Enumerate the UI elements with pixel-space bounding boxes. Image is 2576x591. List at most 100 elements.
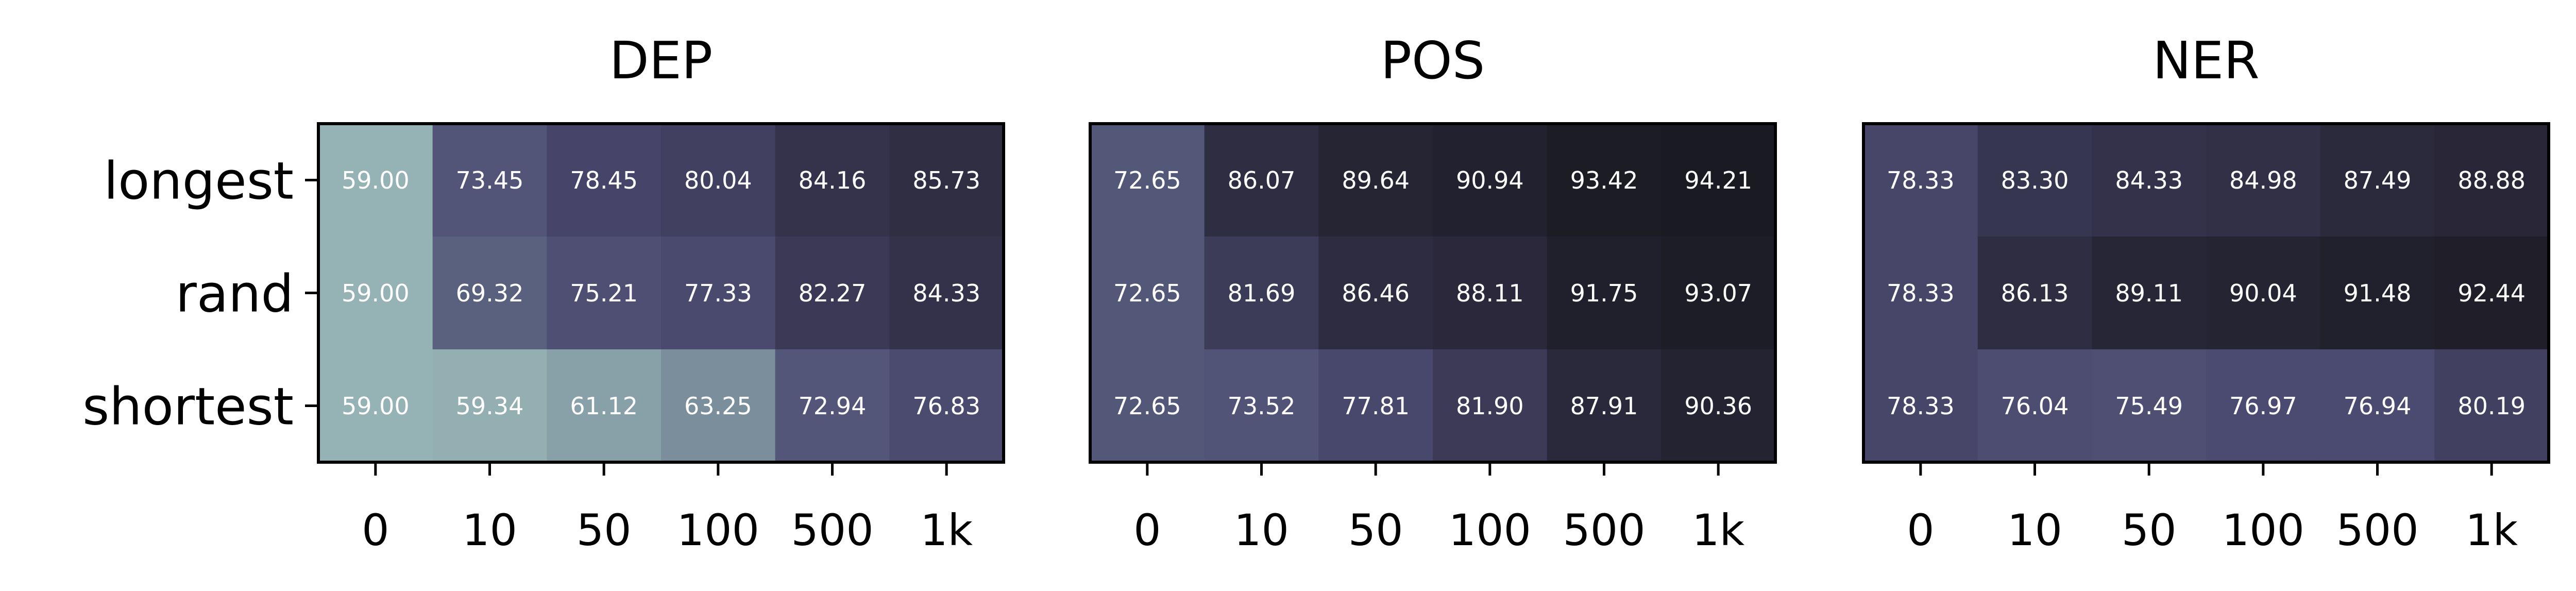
cell-value-label: 91.48 xyxy=(2344,279,2412,307)
cell-value-label: 92.44 xyxy=(2458,279,2526,307)
cell-value-label: 80.04 xyxy=(684,166,752,194)
cell-value-label: 80.19 xyxy=(2458,392,2526,420)
x-tick-label: 50 xyxy=(577,505,632,555)
heatmap-cell xyxy=(1547,124,1662,237)
heatmap-cell xyxy=(1547,349,1662,463)
heatmap-cell xyxy=(318,124,433,237)
heatmap-cell xyxy=(1090,124,1205,237)
heatmap-cell xyxy=(1661,124,1776,237)
cell-value-label: 84.16 xyxy=(799,166,867,194)
heatmap-cell xyxy=(1863,237,1978,350)
cell-value-label: 85.73 xyxy=(912,166,980,194)
heatmap-cell xyxy=(1547,237,1662,350)
heatmap-cell xyxy=(547,349,662,463)
cell-value-label: 83.30 xyxy=(2001,166,2069,194)
cell-value-label: 88.11 xyxy=(1456,279,1524,307)
heatmap-cell xyxy=(1863,349,1978,463)
heatmap-cell xyxy=(2092,349,2207,463)
x-tick-label: 0 xyxy=(362,505,389,555)
cell-value-label: 76.97 xyxy=(2229,392,2297,420)
cell-value-label: 82.27 xyxy=(799,279,867,307)
cell-value-label: 78.45 xyxy=(570,166,638,194)
x-tick-label: 100 xyxy=(1449,505,1531,555)
heatmap-cell xyxy=(1661,349,1776,463)
cell-value-label: 86.07 xyxy=(1228,166,1296,194)
heatmap-cell xyxy=(1318,124,1433,237)
cell-value-label: 63.25 xyxy=(684,392,752,420)
heatmap-panel-dep: DEP 59.00 73.45 78.45 80.04 84.16 85.73 59.00 69… xyxy=(82,30,1005,555)
cell-value-label: 81.90 xyxy=(1456,392,1524,420)
heatmap-cell xyxy=(432,124,547,237)
cell-value-label: 81.69 xyxy=(1228,279,1296,307)
cell-value-label: 77.33 xyxy=(684,279,752,307)
heatmap-cell xyxy=(661,124,776,237)
heatmap-cell xyxy=(889,124,1004,237)
x-tick-label: 100 xyxy=(2222,505,2304,555)
heatmap-cell xyxy=(318,349,433,463)
cell-value-label: 88.88 xyxy=(2458,166,2526,194)
heatmap-panel-pos: POS 72.65 86.07 89.64 90.94 93.42 94.21 72.65 81… xyxy=(1089,30,1777,555)
heatmap-cell xyxy=(1863,124,1978,237)
cell-value-label: 90.04 xyxy=(2229,279,2297,307)
cell-value-label: 73.45 xyxy=(456,166,524,194)
heatmap-cell xyxy=(775,237,890,350)
cell-value-label: 73.52 xyxy=(1228,392,1296,420)
heatmap-cell xyxy=(547,237,662,350)
cell-value-label: 78.33 xyxy=(1887,392,1955,420)
x-tick-label: 500 xyxy=(791,505,873,555)
panel-frame xyxy=(1089,122,1777,464)
heatmap-cell xyxy=(661,349,776,463)
heatmap-cell xyxy=(432,237,547,350)
heatmap-cell xyxy=(661,237,776,350)
x-tick-label: 1k xyxy=(1692,505,1744,555)
cell-value-label: 91.75 xyxy=(1570,279,1638,307)
heatmap-cell xyxy=(2206,124,2321,237)
heatmap-cell xyxy=(2320,237,2435,350)
cell-value-label: 90.94 xyxy=(1456,166,1524,194)
heatmap-cell xyxy=(1318,237,1433,350)
cell-value-label: 77.81 xyxy=(1342,392,1410,420)
cell-value-label: 84.33 xyxy=(2115,166,2183,194)
heatmap-cell xyxy=(1433,349,1548,463)
heatmap-cell xyxy=(889,349,1004,463)
x-tick-label: 1k xyxy=(920,505,973,555)
x-tick-label: 0 xyxy=(1907,505,1934,555)
cell-value-label: 72.94 xyxy=(799,392,867,420)
heatmap-cell xyxy=(889,237,1004,350)
heatmap-cell xyxy=(1433,237,1548,350)
x-tick-label: 500 xyxy=(1563,505,1645,555)
cell-value-label: 59.34 xyxy=(456,392,524,420)
cell-value-label: 84.33 xyxy=(912,279,980,307)
x-tick-label: 10 xyxy=(1234,505,1289,555)
cell-value-label: 59.00 xyxy=(342,166,410,194)
heatmap-cell xyxy=(547,124,662,237)
cell-value-label: 59.00 xyxy=(342,392,410,420)
y-tick-label: shortest xyxy=(82,377,294,437)
x-tick-label: 500 xyxy=(2336,505,2418,555)
cell-value-label: 89.11 xyxy=(2115,279,2183,307)
cell-value-label: 69.32 xyxy=(456,279,524,307)
cell-value-label: 75.21 xyxy=(570,279,638,307)
cell-value-label: 76.94 xyxy=(2344,392,2412,420)
cell-value-label: 84.98 xyxy=(2229,166,2297,194)
heatmap-cell xyxy=(775,349,890,463)
heatmap-cell xyxy=(1433,124,1548,237)
x-tick-label: 50 xyxy=(1348,505,1403,555)
heatmap-cell xyxy=(2434,237,2549,350)
y-tick-label: rand xyxy=(176,264,294,324)
cell-value-label: 78.33 xyxy=(1887,279,1955,307)
heatmap-cell xyxy=(775,124,890,237)
heatmap-cell xyxy=(2320,349,2435,463)
heatmap-cell xyxy=(432,349,547,463)
cell-value-label: 76.83 xyxy=(912,392,980,420)
cell-value-label: 76.04 xyxy=(2001,392,2069,420)
x-tick-label: 50 xyxy=(2122,505,2177,555)
heatmap-panel-ner: NER 78.33 83.30 84.33 84.98 87.49 88.88 78.33 86… xyxy=(1862,30,2550,555)
heatmap-cell xyxy=(1977,349,2092,463)
cell-value-label: 94.21 xyxy=(1684,166,1752,194)
panel-title: DEP xyxy=(609,30,713,91)
heatmap-cell xyxy=(318,237,433,350)
heatmap-cell xyxy=(1661,237,1776,350)
heatmap-cell xyxy=(1318,349,1433,463)
